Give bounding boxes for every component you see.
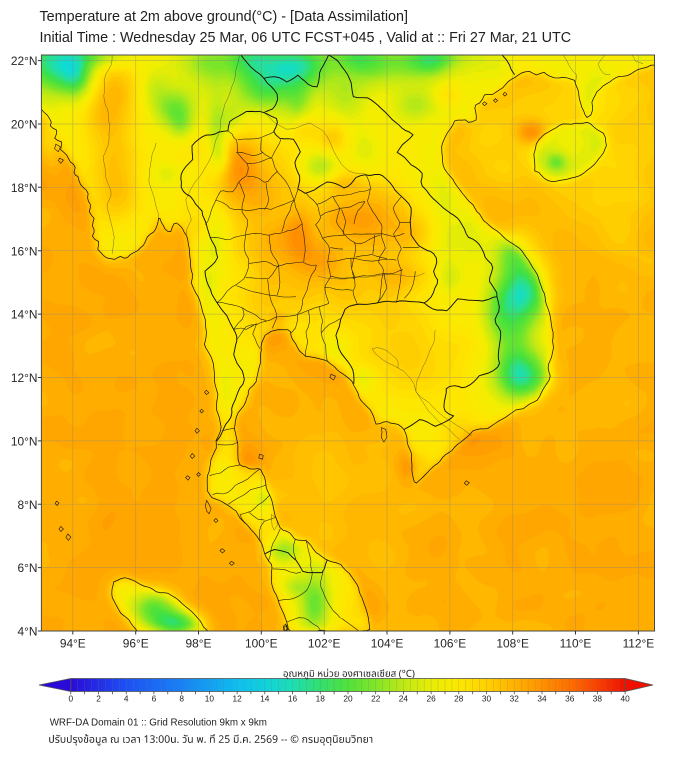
svg-text:16°N: 16°N (11, 244, 38, 258)
svg-text:4°N: 4°N (18, 625, 38, 639)
svg-text:2: 2 (96, 694, 101, 704)
svg-text:20°N: 20°N (11, 118, 38, 132)
svg-text:40: 40 (620, 694, 630, 704)
svg-text:12°N: 12°N (11, 371, 38, 385)
svg-text:30: 30 (482, 694, 492, 704)
svg-text:Initial Time : Wednesday 25 Ma: Initial Time : Wednesday 25 Mar, 06 UTC … (40, 30, 572, 46)
svg-text:96°E: 96°E (123, 636, 149, 650)
svg-text:100°E: 100°E (245, 636, 278, 650)
svg-text:10: 10 (205, 694, 215, 704)
svg-text:112°E: 112°E (623, 636, 655, 650)
svg-text:WRF-DA Domain 01 :: Grid Resol: WRF-DA Domain 01 :: Grid Resolution 9km … (50, 718, 267, 729)
svg-text:Temperature at 2m above ground: Temperature at 2m above ground(°C) - [Da… (40, 9, 408, 25)
svg-text:94°E: 94°E (60, 636, 86, 650)
svg-text:38: 38 (593, 694, 603, 704)
svg-text:10°N: 10°N (11, 435, 38, 449)
svg-text:26: 26 (426, 694, 436, 704)
svg-text:6: 6 (152, 694, 157, 704)
svg-text:18°N: 18°N (11, 181, 38, 195)
svg-text:28: 28 (454, 694, 464, 704)
svg-text:32: 32 (510, 694, 520, 704)
svg-text:108°E: 108°E (496, 636, 529, 650)
svg-text:22°N: 22°N (11, 54, 38, 68)
svg-text:8°N: 8°N (18, 498, 38, 512)
svg-text:24: 24 (399, 694, 409, 704)
svg-text:14°N: 14°N (11, 308, 38, 322)
svg-text:8: 8 (179, 694, 184, 704)
svg-text:0: 0 (68, 694, 73, 704)
svg-text:20: 20 (343, 694, 353, 704)
svg-text:18: 18 (316, 694, 326, 704)
svg-text:36: 36 (565, 694, 575, 704)
svg-text:4: 4 (124, 694, 129, 704)
svg-text:12: 12 (232, 694, 242, 704)
svg-text:14: 14 (260, 694, 270, 704)
svg-text:22: 22 (371, 694, 381, 704)
svg-text:102°E: 102°E (308, 636, 341, 650)
svg-text:6°N: 6°N (18, 561, 38, 575)
svg-text:106°E: 106°E (434, 636, 467, 650)
svg-text:16: 16 (288, 694, 298, 704)
svg-text:34: 34 (537, 694, 547, 704)
svg-text:98°E: 98°E (186, 636, 212, 650)
svg-text:104°E: 104°E (371, 636, 404, 650)
svg-text:110°E: 110°E (560, 636, 592, 650)
